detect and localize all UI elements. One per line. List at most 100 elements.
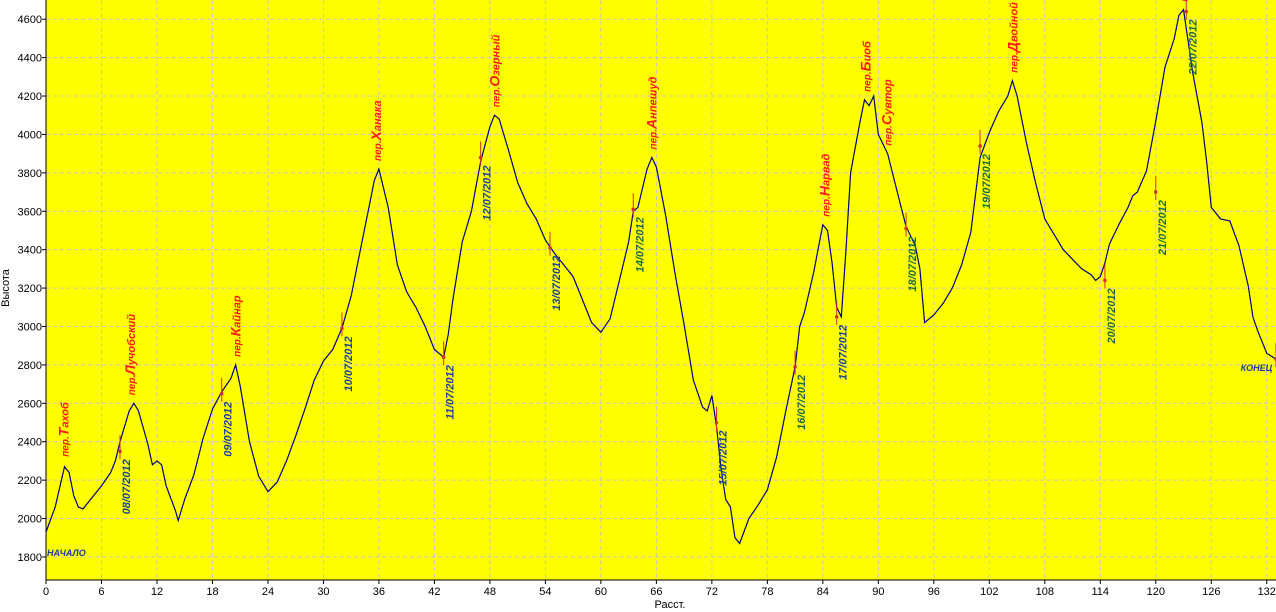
date-label: 09/07/2012 bbox=[223, 402, 235, 457]
y-tick-label: 3200 bbox=[18, 283, 42, 295]
x-tick-label: 12 bbox=[151, 586, 163, 598]
x-tick-label: 18 bbox=[206, 586, 218, 598]
pass-label: пер.Кайнар bbox=[228, 295, 244, 357]
pass-name-rest: айнар bbox=[232, 295, 244, 328]
pass-prefix: пер. bbox=[233, 336, 244, 357]
pass-prefix: пер. bbox=[884, 125, 895, 146]
camp-point bbox=[978, 144, 982, 148]
x-tick-label: 126 bbox=[1202, 586, 1220, 598]
pass-label: пер.Нарвад bbox=[817, 154, 833, 217]
pass-name-rest: зерный bbox=[491, 34, 503, 75]
date-label: 10/07/2012 bbox=[343, 336, 355, 391]
x-tick-label: 42 bbox=[428, 586, 440, 598]
pass-initial: Н bbox=[817, 185, 833, 196]
pass-initial: А bbox=[644, 119, 660, 130]
y-tick-label: 1800 bbox=[18, 552, 42, 564]
pass-name-rest: арвад bbox=[821, 154, 833, 186]
x-tick-label: 24 bbox=[262, 586, 274, 598]
pass-label: пер.Озерный bbox=[487, 34, 503, 107]
date-labels: 08/07/2012 09/07/2012 10/07/2012 11/07/2012… bbox=[121, 20, 1199, 515]
pass-initial: Д bbox=[1004, 42, 1020, 53]
pass-name-rest: увтор bbox=[883, 79, 895, 116]
pass-prefix: пер. bbox=[373, 140, 384, 161]
endpoint-label: КОНЕЦ bbox=[1241, 363, 1273, 373]
x-tick-label: 60 bbox=[595, 586, 607, 598]
camp-point bbox=[714, 420, 719, 425]
pass-label: пер.Ханака bbox=[368, 100, 384, 161]
camp-point bbox=[834, 315, 839, 319]
pass-prefix: пер. bbox=[1009, 52, 1020, 73]
x-tick-label: 114 bbox=[1092, 586, 1110, 598]
y-tick-label: 4000 bbox=[18, 129, 42, 141]
camp-markers bbox=[118, 0, 1276, 460]
y-tick-label: 2200 bbox=[18, 475, 42, 487]
pass-label: пер.Сувтор bbox=[879, 79, 895, 146]
date-label: 12/07/2012 bbox=[482, 166, 494, 221]
pass-name-rest: анака bbox=[372, 100, 384, 131]
x-tick-label: 0 bbox=[43, 586, 49, 598]
x-tick-label: 84 bbox=[817, 586, 829, 598]
tick-labels: 1800 2000 2200 2400 2600 2800 3000 3200 3400 3600… bbox=[18, 14, 1276, 598]
y-tick-label: 3400 bbox=[18, 245, 42, 257]
pass-prefix: пер. bbox=[649, 129, 660, 150]
camp-point bbox=[1103, 278, 1107, 283]
pass-initial: О bbox=[487, 76, 503, 87]
pass-name-rest: учобский bbox=[126, 314, 138, 366]
x-tick-label: 90 bbox=[872, 586, 884, 598]
pass-initial: Т bbox=[56, 426, 72, 436]
x-tick-label: 108 bbox=[1036, 586, 1054, 598]
camp-point bbox=[1153, 190, 1158, 194]
pass-name-rest: нпешуд bbox=[648, 76, 660, 118]
date-label: 22/07/2012 bbox=[1187, 20, 1199, 76]
y-tick-label: 2800 bbox=[18, 360, 42, 372]
camp-point bbox=[478, 155, 483, 160]
pass-label: пер.Тахоб bbox=[56, 401, 72, 457]
y-tick-label: 3000 bbox=[18, 321, 42, 333]
date-label: 21/07/2012 bbox=[1157, 200, 1169, 256]
pass-name-rest: войной bbox=[1008, 2, 1020, 42]
x-tick-label: 132 bbox=[1258, 586, 1276, 598]
y-tick-label: 3800 bbox=[18, 168, 42, 180]
date-label: 17/07/2012 bbox=[838, 325, 850, 380]
date-label: 14/07/2012 bbox=[634, 217, 646, 272]
x-tick-label: 54 bbox=[539, 586, 551, 598]
y-tick-label: 2000 bbox=[18, 514, 42, 526]
pass-initial: К bbox=[228, 326, 244, 336]
elevation-line bbox=[45, 8, 1276, 545]
date-label: 20/07/2012 bbox=[1106, 288, 1118, 344]
camp-point bbox=[340, 326, 344, 331]
date-label: 08/07/2012 bbox=[121, 459, 133, 514]
pass-initial: С bbox=[879, 114, 895, 125]
x-tick-label: 96 bbox=[928, 586, 940, 598]
camp-point bbox=[118, 449, 122, 454]
camp-point bbox=[1184, 9, 1189, 14]
camp-point bbox=[793, 365, 797, 369]
pass-prefix: пер. bbox=[61, 436, 72, 457]
y-tick-label: 2400 bbox=[18, 437, 42, 449]
x-tick-label: 102 bbox=[980, 586, 998, 598]
pass-name-rest: иоб bbox=[861, 40, 873, 61]
endpoint-labels: НАЧАЛО КОНЕЦ bbox=[47, 363, 1273, 558]
x-tick-label: 66 bbox=[650, 586, 662, 598]
x-tick-label: 6 bbox=[98, 586, 104, 598]
y-tick-label: 3600 bbox=[18, 206, 42, 218]
pass-label: пер.Лучобский bbox=[122, 314, 138, 396]
date-label: 19/07/2012 bbox=[981, 154, 993, 209]
date-label: 18/07/2012 bbox=[907, 237, 919, 292]
pass-initial: Л bbox=[122, 365, 138, 376]
y-tick-label: 4200 bbox=[18, 91, 42, 103]
date-label: 15/07/2012 bbox=[718, 431, 730, 486]
pass-prefix: пер. bbox=[1180, 0, 1191, 2]
pass-label: пер.Двойной bbox=[1004, 2, 1020, 73]
pass-prefix: пер. bbox=[862, 71, 873, 92]
camp-point bbox=[904, 226, 908, 231]
pass-label: пер.Чимтарга bbox=[1175, 0, 1191, 2]
pass-prefix: пер. bbox=[127, 375, 138, 396]
axes bbox=[45, 0, 1276, 581]
pass-label: пер.Анпешуд bbox=[644, 76, 660, 149]
y-tick-label: 2600 bbox=[18, 398, 42, 410]
camp-point bbox=[631, 207, 636, 212]
pass-initial: Х bbox=[368, 129, 384, 141]
x-tick-label: 48 bbox=[484, 586, 496, 598]
